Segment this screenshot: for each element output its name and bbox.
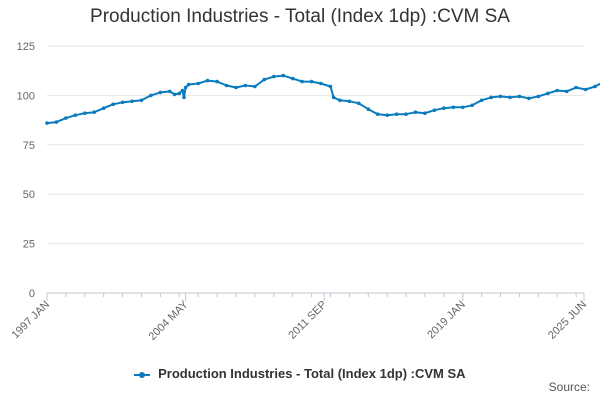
data-point	[375, 112, 380, 116]
data-point	[177, 91, 182, 96]
data-point	[92, 110, 96, 114]
data-point	[338, 98, 342, 103]
legend[interactable]: Production Industries - Total (Index 1dp…	[0, 366, 600, 381]
y-tick-label: 100	[17, 90, 35, 102]
data-point	[64, 116, 68, 120]
data-point	[508, 95, 512, 100]
chart-title: Production Industries - Total (Index 1dp…	[90, 6, 510, 27]
data-point	[564, 89, 569, 94]
data-point	[442, 106, 446, 110]
data-point	[413, 110, 418, 114]
y-axis-tick-labels: 0 25 50 75 100 125	[17, 41, 35, 300]
data-point	[574, 85, 578, 90]
data-point	[366, 107, 371, 111]
data-point	[172, 92, 177, 97]
legend-line-marker-icon	[134, 371, 151, 378]
data-point	[319, 81, 323, 86]
data-point	[83, 111, 87, 115]
data-point	[536, 94, 541, 99]
data-point	[215, 79, 219, 84]
data-point	[309, 79, 314, 84]
y-tick-label: 125	[17, 41, 35, 53]
data-point	[300, 79, 304, 84]
data-point	[180, 88, 185, 93]
data-point	[224, 83, 229, 88]
data-point	[182, 95, 186, 100]
legend-item-label[interactable]: Production Industries - Total (Index 1dp…	[158, 366, 466, 381]
gridlines	[47, 45, 584, 245]
data-point	[347, 99, 352, 104]
data-point	[262, 77, 267, 82]
data-point	[205, 78, 210, 83]
data-point	[281, 73, 286, 78]
data-point	[139, 98, 144, 103]
data-point	[120, 100, 125, 105]
data-point	[423, 111, 427, 115]
data-point	[111, 102, 115, 107]
data-point	[272, 74, 276, 79]
data-point	[101, 106, 106, 110]
y-tick-label: 50	[23, 189, 35, 201]
x-tick-label: 2011 SEP	[286, 299, 329, 342]
data-point	[555, 88, 559, 93]
y-tick-label: 0	[29, 288, 35, 300]
axes	[46, 292, 585, 301]
data-point	[328, 84, 333, 89]
data-point	[243, 83, 248, 88]
data-point	[253, 84, 257, 89]
data-point	[130, 99, 134, 104]
data-point	[479, 98, 484, 103]
data-point	[234, 85, 238, 90]
data-point	[149, 93, 153, 98]
data-point	[186, 82, 191, 87]
x-tick-label: 1997 JAN	[9, 299, 52, 342]
data-point	[404, 112, 408, 116]
data-point	[168, 89, 172, 94]
data-point	[451, 105, 456, 110]
data-point	[54, 120, 59, 124]
data-point	[183, 85, 188, 90]
data-point	[527, 96, 531, 101]
series-layer	[45, 73, 600, 125]
x-tick-label: 2025 JUN	[546, 299, 589, 342]
data-point	[196, 81, 200, 86]
data-point	[517, 94, 522, 99]
data-point	[460, 105, 465, 110]
data-point	[583, 87, 588, 92]
data-point	[593, 84, 597, 89]
data-point	[470, 103, 475, 108]
data-point	[73, 113, 78, 117]
data-point	[546, 91, 550, 96]
data-point	[385, 113, 390, 117]
y-tick-label: 75	[23, 140, 35, 152]
y-tick-label: 25	[23, 239, 35, 251]
data-point	[489, 95, 493, 100]
data-point	[357, 101, 361, 106]
data-point	[45, 121, 49, 125]
data-point	[158, 90, 163, 95]
data-point	[394, 112, 399, 116]
data-point	[331, 95, 336, 100]
x-tick-label: 2004 MAY	[146, 298, 191, 343]
x-tick-label: 2019 JAN	[425, 299, 468, 342]
data-point	[290, 76, 295, 81]
data-point	[498, 94, 503, 99]
x-axis-tick-labels: 1997 JAN 2004 MAY 2011 SEP 2019 JAN 2025 JUN	[9, 298, 589, 343]
credits-text[interactable]: Source:	[548, 380, 590, 394]
data-point	[432, 108, 437, 112]
